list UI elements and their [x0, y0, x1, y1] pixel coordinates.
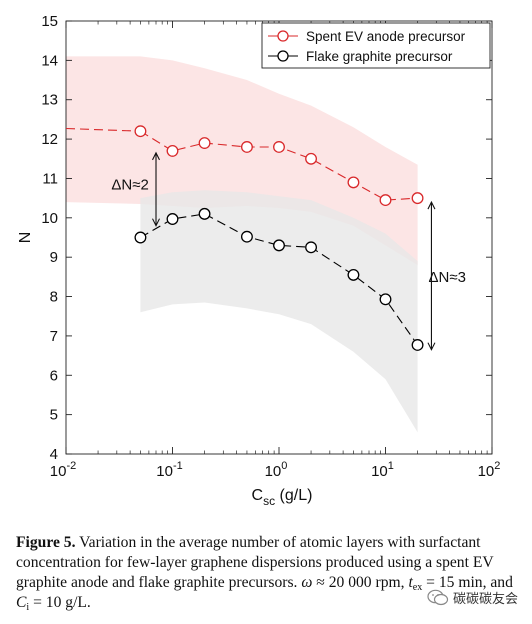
caption-t-sub: ex	[412, 582, 423, 593]
annotation-label-2: ΔN≈3	[429, 269, 466, 286]
caption-c-symbol: C	[16, 594, 27, 611]
caption-t-symbol: t	[408, 574, 413, 591]
x-tick-label: 101	[371, 460, 394, 480]
y-tick-label: 15	[41, 13, 58, 30]
caption-label: Figure 5.	[16, 534, 76, 551]
confidence-bands	[66, 56, 418, 433]
annotation-arrow-2-head-bottom	[427, 342, 436, 351]
y-axis-label: N	[17, 232, 34, 244]
caption-t-value: = 15 min, and	[426, 574, 513, 591]
annotation-arrow-1-head-top	[152, 151, 160, 161]
y-tick-label: 11	[42, 170, 58, 187]
data-point-series-1	[379, 194, 392, 207]
data-point-series-1	[166, 144, 179, 157]
legend: Spent EV anode precursor Flake graphite p…	[261, 22, 491, 69]
y-tick-label: 13	[41, 92, 58, 109]
caption-text: Variation in the average number of atomi…	[16, 534, 494, 591]
data-point-series-2	[134, 231, 147, 244]
y-tick-label: 9	[50, 249, 58, 266]
y-tick-label: 5	[50, 407, 58, 424]
x-tick-label: 102	[478, 460, 501, 480]
line-series-2	[140, 213, 419, 346]
band-series-2	[140, 190, 418, 433]
data-point-series-1	[198, 137, 211, 149]
legend-marker-2	[277, 50, 289, 62]
data-point-series-2	[305, 241, 318, 254]
legend-marker-1	[277, 30, 289, 42]
data-point-series-1	[273, 141, 285, 153]
caption-c-sub: i	[26, 602, 30, 613]
annotations: ΔN≈2 ΔN≈3	[111, 151, 466, 351]
data-point-series-2	[273, 239, 285, 252]
data-point-series-2	[411, 339, 424, 351]
figure-chart: 10-2 10-1 100 101 102 4 5 6 7 8 9 10 11 12 13 14 15 ΔN≈2…	[17, 13, 500, 508]
wechat-icon	[427, 589, 449, 606]
caption-c-value: = 10 g/L.	[33, 594, 91, 611]
data-point-series-2	[198, 207, 211, 220]
y-tick-label: 4	[50, 446, 58, 463]
y-tick-label: 10	[41, 210, 58, 227]
y-tick-label: 6	[50, 367, 58, 384]
x-tick-label: 10-2	[50, 460, 76, 480]
data-point-series-1	[134, 125, 147, 138]
annotation-label-1: ΔN≈2	[111, 176, 148, 193]
x-tick-label: 10-1	[156, 460, 182, 480]
axes: 10-2 10-1 100 101 102 4 5 6 7 8 9 10 11 12 13 14 15	[41, 13, 500, 480]
legend-label-1: Spent EV anode precursor	[306, 29, 466, 44]
annotation-arrow-1-head-bottom	[152, 218, 160, 227]
y-tick-label: 8	[50, 289, 58, 306]
data-series	[65, 125, 424, 351]
data-point-series-2	[240, 230, 253, 243]
trend-line-series-1	[65, 127, 141, 132]
data-point-series-2	[379, 293, 392, 306]
data-point-series-2	[166, 213, 179, 225]
caption-omega-value: ≈ 20 000 rpm,	[316, 574, 405, 591]
figure-caption: Figure 5. Variation in the average numbe…	[16, 533, 521, 613]
data-point-series-1	[305, 152, 318, 165]
legend-label-2: Flake graphite precursor	[306, 49, 453, 64]
y-tick-label: 12	[41, 131, 58, 148]
watermark: 碳碳碳友会	[427, 588, 518, 607]
axis-labels: Csc (g/L) N	[17, 232, 312, 508]
x-tick-label: 100	[265, 460, 288, 480]
data-point-series-1	[411, 192, 424, 205]
y-tick-label: 7	[50, 328, 58, 345]
caption-omega-symbol: ω	[301, 574, 313, 591]
annotation-arrow-2-head-top	[427, 200, 436, 210]
data-point-series-1	[347, 176, 360, 189]
x-axis-label: Csc (g/L)	[252, 487, 313, 508]
legend-box	[261, 22, 491, 69]
y-tick-label: 14	[41, 52, 58, 69]
watermark-text: 碳碳碳友会	[453, 592, 519, 607]
data-point-series-2	[347, 268, 360, 281]
data-point-series-1	[240, 141, 253, 153]
